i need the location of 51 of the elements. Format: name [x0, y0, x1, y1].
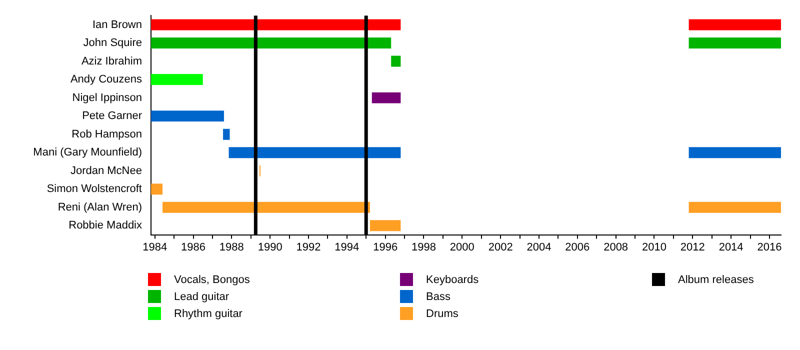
- bar: [688, 38, 781, 48]
- bar: [151, 19, 401, 30]
- x-tick-label: 2002: [488, 241, 513, 254]
- bar: [151, 38, 392, 48]
- x-tick-label: 1994: [334, 241, 360, 254]
- y-tick-label: Andy Couzens: [70, 74, 142, 86]
- legend-label: Rhythm guitar: [174, 308, 242, 320]
- legend-label: Keyboards: [426, 274, 479, 286]
- x-tick-label: 2006: [565, 241, 590, 254]
- legend-label: Lead guitar: [174, 290, 230, 302]
- bar: [151, 74, 203, 86]
- legend-label: Drums: [426, 308, 458, 320]
- y-tick-label: Nigel Ippinson: [72, 92, 142, 104]
- bar: [162, 202, 370, 213]
- legend-label: Album releases: [678, 274, 754, 286]
- y-tick-label: Simon Wolstencroft: [46, 183, 142, 196]
- y-tick-label: John Squire: [83, 37, 142, 50]
- x-tick-label: 2000: [450, 241, 474, 254]
- y-tick-label: Jordan McNee: [70, 164, 142, 177]
- bar: [688, 19, 781, 30]
- bar: [688, 147, 781, 158]
- legend-label: Vocals, Bongos: [174, 274, 250, 286]
- bar: [228, 147, 401, 158]
- x-tick-label: 1996: [373, 241, 398, 254]
- bar: [151, 110, 224, 122]
- y-tick-label: Ian Brown: [92, 18, 142, 31]
- bar: [688, 202, 781, 213]
- bar: [151, 184, 163, 195]
- x-tick-label: 1988: [219, 241, 244, 254]
- x-tick-label: 1984: [142, 241, 168, 254]
- bar: [372, 92, 401, 104]
- x-tick-label: 1986: [181, 241, 206, 254]
- x-tick-label: 1990: [258, 241, 282, 254]
- y-tick-label: Aziz Ibrahim: [81, 55, 142, 68]
- x-tick-label: 2010: [642, 241, 666, 254]
- y-tick-label: Mani (Gary Mounfield): [33, 146, 142, 159]
- x-tick-label: 1998: [412, 241, 436, 254]
- bar: [370, 220, 401, 232]
- bar: [391, 56, 401, 67]
- x-tick-label: 2012: [680, 241, 705, 254]
- y-tick-label: Robbie Maddix: [68, 220, 142, 232]
- bar: [223, 128, 230, 140]
- x-tick-label: 2004: [526, 241, 552, 254]
- x-tick-label: 2008: [604, 241, 628, 254]
- x-tick-label: 2016: [757, 241, 782, 254]
- x-tick-label: 1992: [296, 241, 321, 254]
- y-tick-label: Reni (Alan Wren): [58, 201, 142, 214]
- legend-label: Bass: [426, 290, 450, 302]
- x-tick-label: 2014: [718, 241, 744, 254]
- y-tick-label: Pete Garner: [82, 110, 142, 122]
- y-tick-label: Rob Hampson: [72, 128, 142, 140]
